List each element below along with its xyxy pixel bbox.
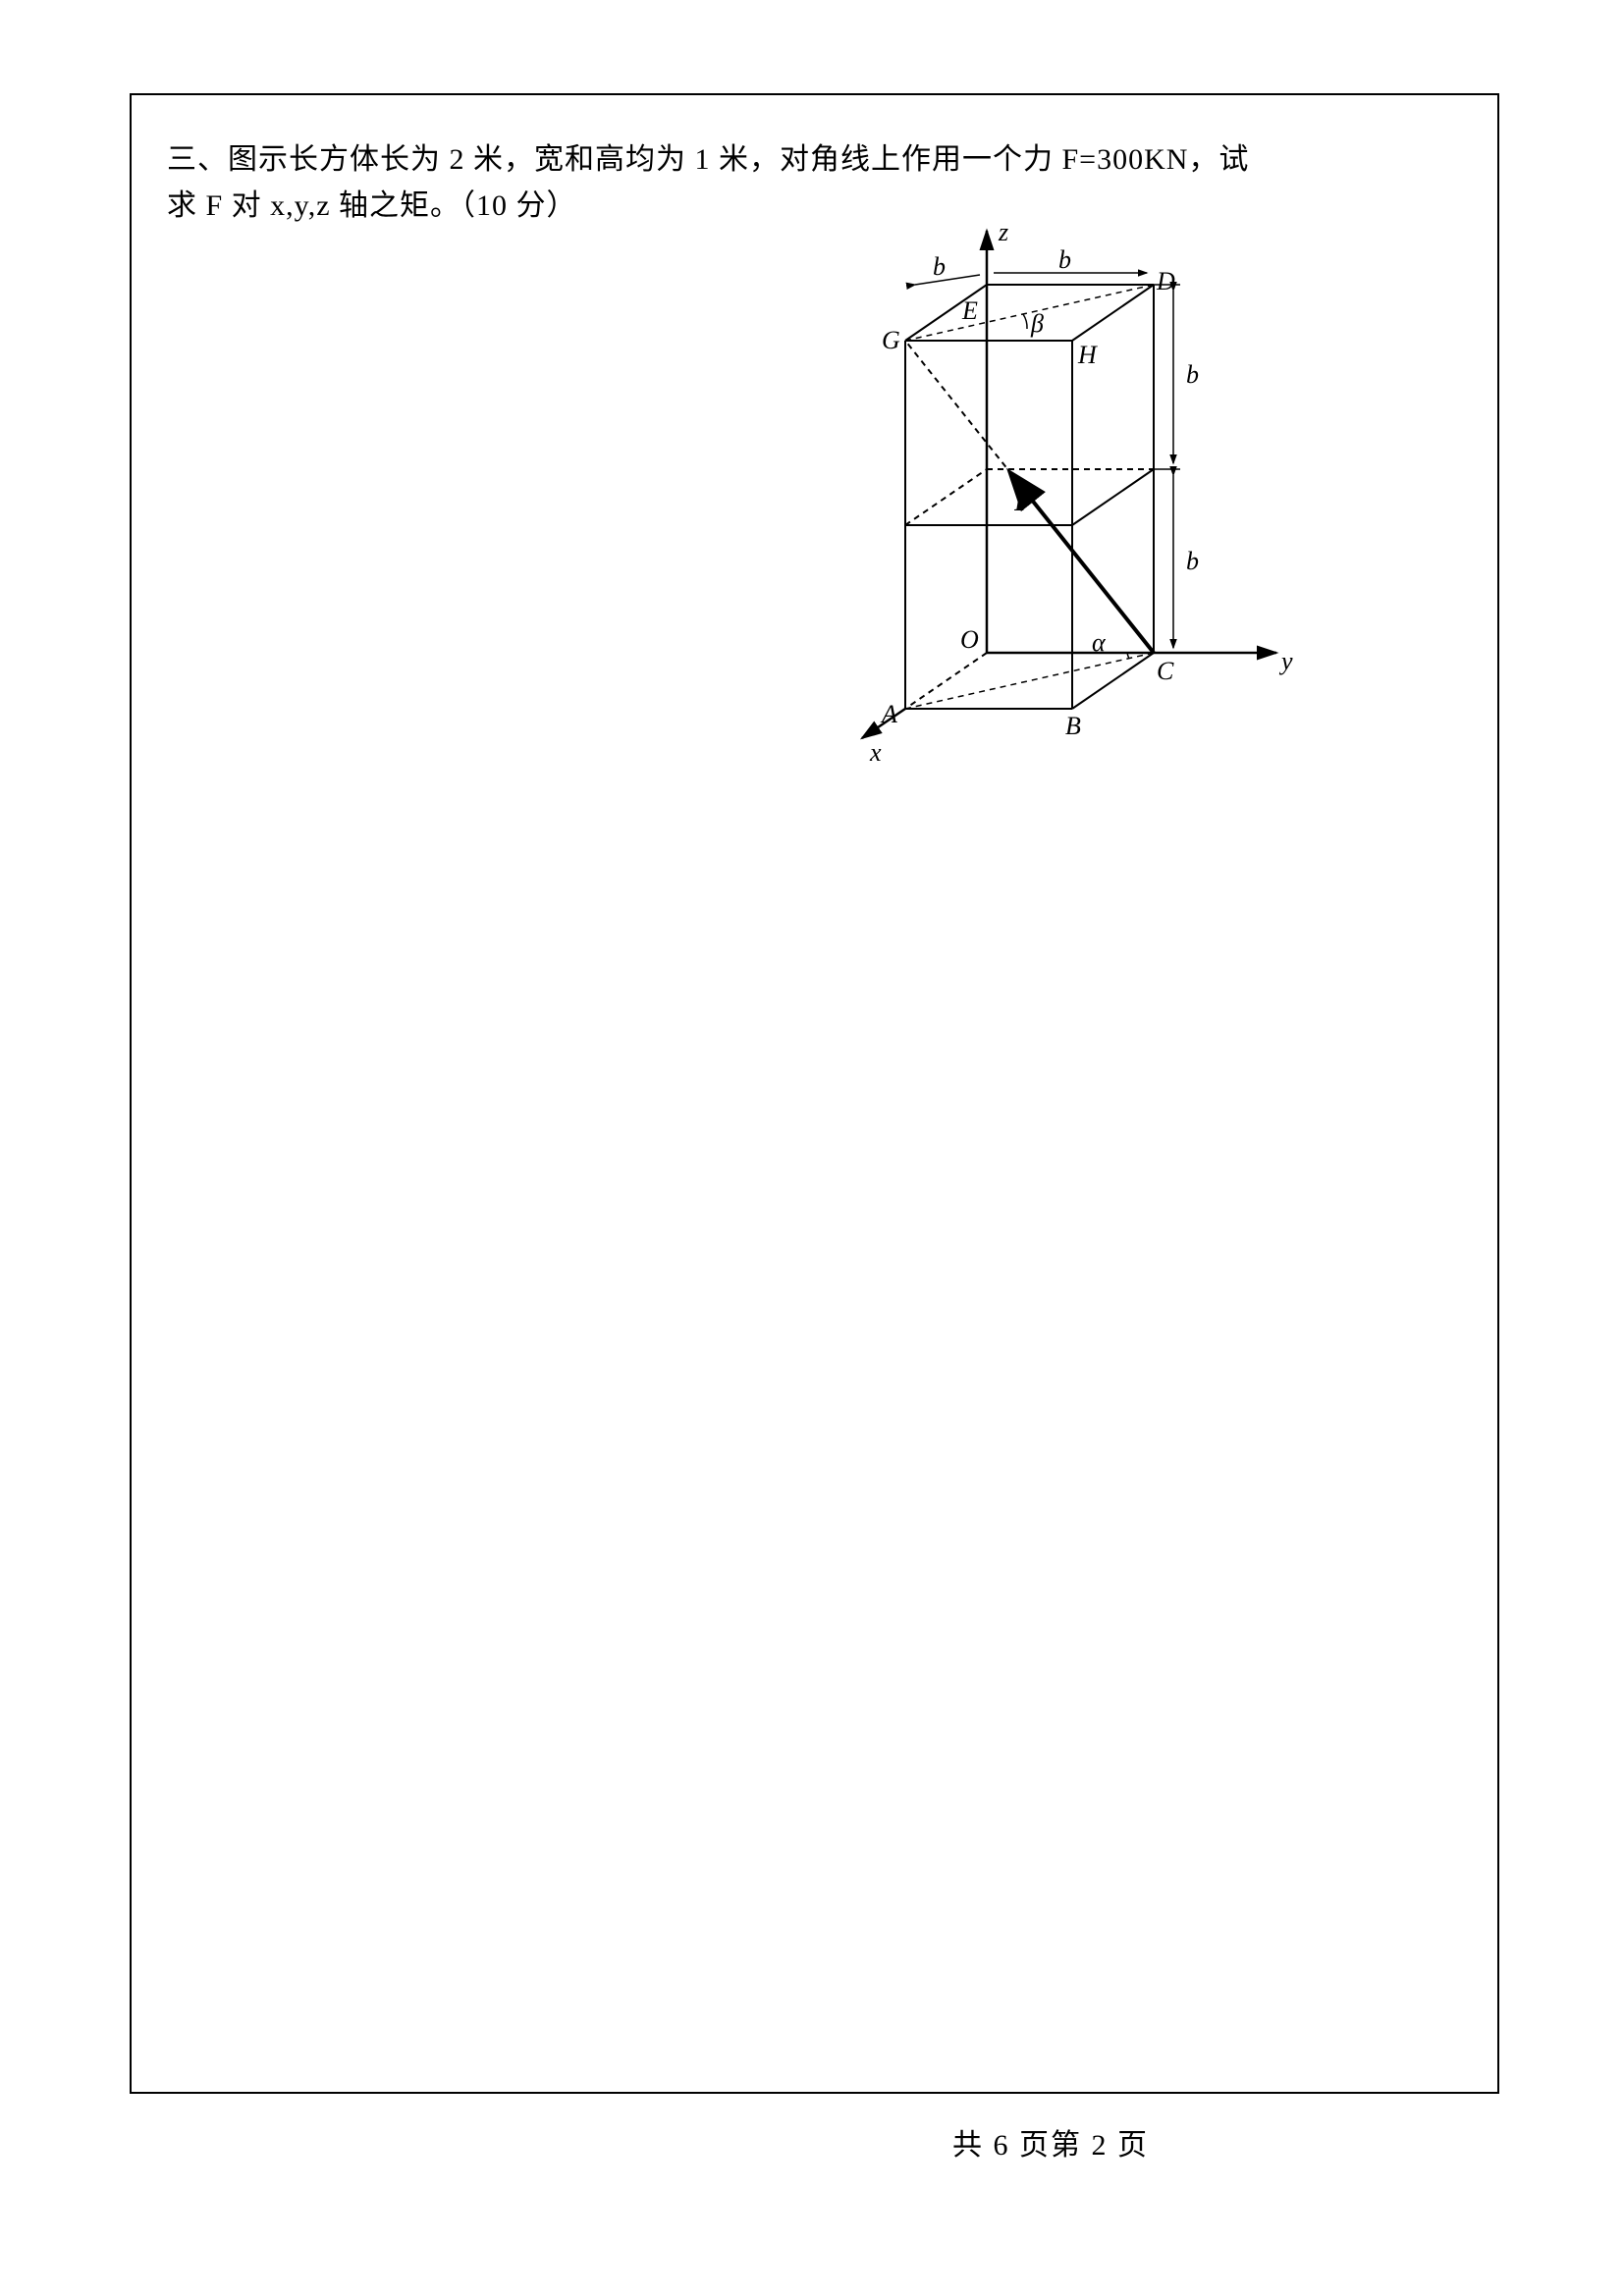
angle-beta-arc [1023,314,1027,329]
diagonal-GD [905,285,1154,341]
diagonal-AC [905,653,1154,709]
x-axis-label: x [869,738,882,767]
diagram: z y x [835,216,1463,795]
edge-mid-left-depth-hidden [905,469,987,525]
dim-b-top1-arrow [915,275,980,285]
label-b-right2: b [1186,547,1199,575]
page-footer: 共 6 页第 2 页 [952,2120,1149,2163]
label-alpha: α [1092,628,1107,657]
z-axis-label: z [998,218,1008,246]
label-b-right1: b [1186,360,1199,389]
edge-top-right-depth [1072,285,1154,341]
x-axis-hidden [905,653,987,709]
label-G: G [882,326,900,354]
label-F: F [1013,487,1033,517]
label-beta: β [1030,309,1044,338]
footer-text: 共 6 页第 2 页 [952,2129,1149,2162]
label-O: O [960,625,979,654]
label-A: A [880,700,897,728]
label-E: E [961,296,978,325]
y-axis-label: y [1278,647,1293,675]
problem-line-1: 三、图示长方体长为 2 米，宽和高均为 1 米，对角线上作用一个力 F=300K… [167,137,1463,184]
label-b-top2: b [1058,245,1071,274]
label-D: D [1156,267,1175,295]
force-vector-F [1011,474,1154,653]
edge-BC [1072,653,1154,709]
label-C: C [1157,657,1174,685]
label-H: H [1077,341,1098,369]
label-B: B [1065,712,1081,740]
label-b-top1: b [933,252,946,281]
edge-mid-right-depth [1072,469,1154,525]
